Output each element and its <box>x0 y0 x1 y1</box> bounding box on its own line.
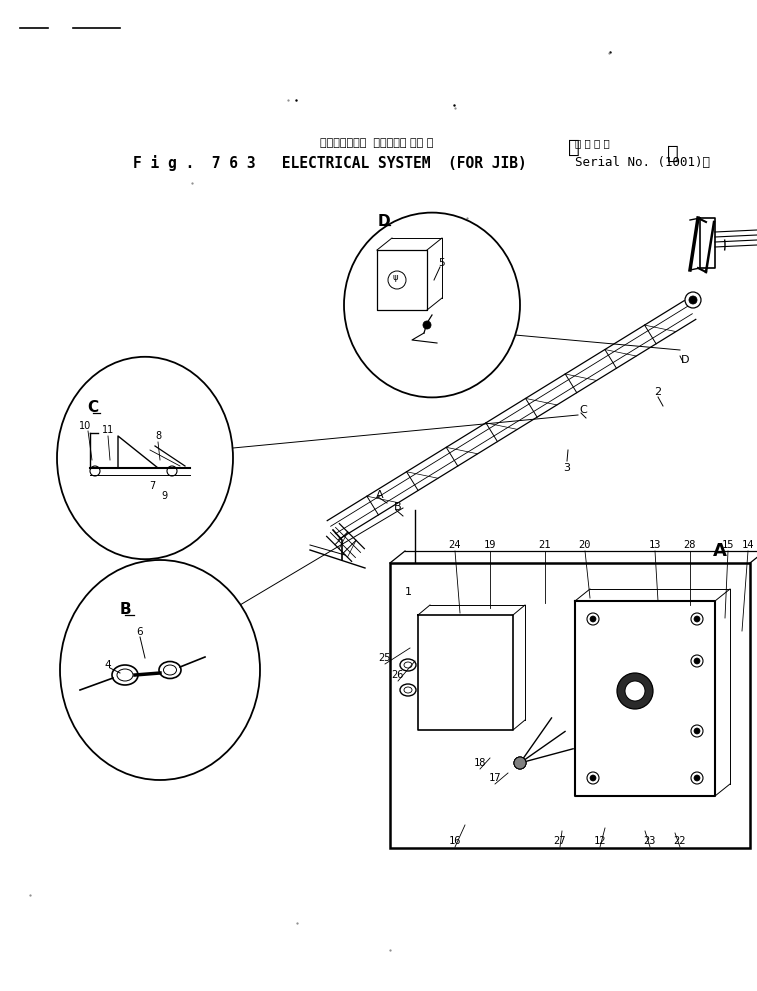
Text: C: C <box>88 400 98 415</box>
Text: 12: 12 <box>593 836 606 846</box>
Circle shape <box>423 321 431 329</box>
Text: 9: 9 <box>161 491 167 501</box>
Text: D: D <box>681 355 690 365</box>
Text: B: B <box>394 502 402 512</box>
Circle shape <box>514 757 526 769</box>
Text: 6: 6 <box>137 627 143 637</box>
Text: 16: 16 <box>449 836 461 846</box>
Text: 7: 7 <box>149 481 155 491</box>
Ellipse shape <box>344 213 520 397</box>
Text: 20: 20 <box>579 540 591 550</box>
Text: 17: 17 <box>489 773 501 783</box>
Circle shape <box>689 296 697 304</box>
Circle shape <box>514 757 526 769</box>
Circle shape <box>514 757 526 769</box>
Text: （: （ <box>568 138 580 157</box>
Circle shape <box>617 673 653 709</box>
Text: エレクトリカル  システム　 ジブ 用: エレクトリカル システム ジブ 用 <box>320 138 434 148</box>
Text: 11: 11 <box>102 425 114 435</box>
Text: 24: 24 <box>449 540 461 550</box>
Text: Serial No. (1001)～: Serial No. (1001)～ <box>575 157 710 169</box>
Text: A: A <box>376 490 384 500</box>
Text: 3: 3 <box>563 463 571 473</box>
Text: A: A <box>713 542 727 560</box>
Text: F i g .  7 6 3   ELECTRICAL SYSTEM  (FOR JIB): F i g . 7 6 3 ELECTRICAL SYSTEM (FOR JIB… <box>133 155 527 171</box>
Circle shape <box>694 775 700 781</box>
Text: 19: 19 <box>484 540 497 550</box>
FancyBboxPatch shape <box>390 563 750 848</box>
Text: 13: 13 <box>649 540 662 550</box>
Text: ）: ） <box>667 144 679 163</box>
Text: 23: 23 <box>643 836 656 846</box>
Text: 21: 21 <box>539 540 551 550</box>
Text: 22: 22 <box>674 836 687 846</box>
Text: C: C <box>579 405 587 415</box>
Circle shape <box>694 728 700 734</box>
Text: 26: 26 <box>392 670 404 680</box>
Text: 4: 4 <box>104 660 111 670</box>
Text: 1: 1 <box>404 587 412 597</box>
Ellipse shape <box>60 560 260 780</box>
Text: 2: 2 <box>655 387 662 397</box>
Text: 8: 8 <box>155 431 161 441</box>
Text: 15: 15 <box>721 540 734 550</box>
Circle shape <box>694 616 700 622</box>
Text: B: B <box>119 603 131 617</box>
Text: ψ: ψ <box>392 274 397 282</box>
Text: 14: 14 <box>742 540 754 550</box>
Circle shape <box>625 681 645 701</box>
Circle shape <box>694 658 700 664</box>
Text: 適 用 号 機: 適 用 号 機 <box>575 138 609 148</box>
Text: D: D <box>378 214 391 230</box>
Circle shape <box>590 616 596 622</box>
Text: 5: 5 <box>439 258 445 268</box>
Circle shape <box>590 775 596 781</box>
Text: 18: 18 <box>474 758 486 768</box>
Text: 25: 25 <box>378 653 391 663</box>
Text: 27: 27 <box>554 836 566 846</box>
Text: 28: 28 <box>684 540 696 550</box>
Ellipse shape <box>57 357 233 559</box>
Text: 10: 10 <box>79 421 91 431</box>
